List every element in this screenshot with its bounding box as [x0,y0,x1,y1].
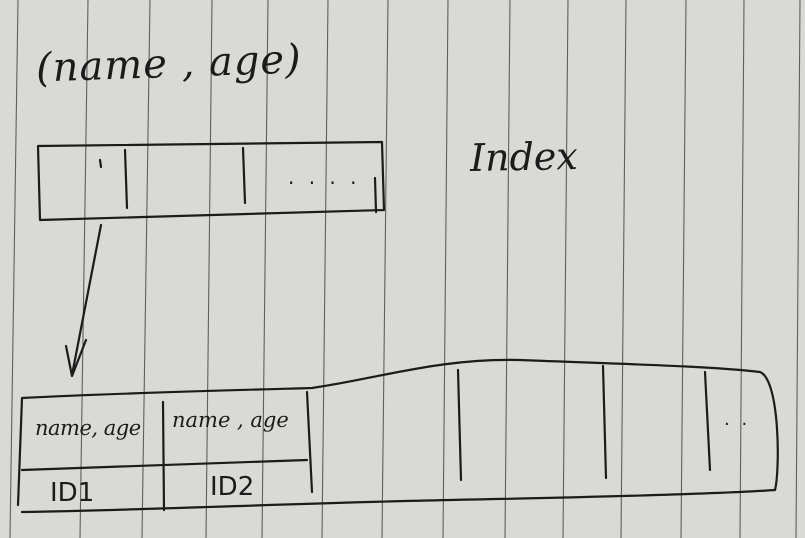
index-node-divider-2 [241,146,247,205]
paper-rule-line [205,0,213,538]
leaf-node-block [16,358,779,514]
paper-rule-line [321,0,329,538]
pointer-arrow [64,223,103,378]
paper-rule-line [442,0,449,538]
leaf-node-top-edge [20,358,779,492]
index-node-block [36,140,386,222]
paper-rule-line [79,0,89,538]
paper-rule-line [261,0,269,538]
index-node-outline [36,140,386,222]
paper-rule-line [141,0,151,538]
leaf-node-ellipsis: . . [724,409,750,430]
leaf-cell-1-key: name, age [35,416,141,440]
index-node-right-mark [373,176,378,214]
leaf-node-cell-divider [161,400,166,512]
leaf-cell-2-id: ID2 [210,472,255,502]
paper-rule-line [680,0,687,538]
leaf-node-divider-3 [456,368,463,482]
leaf-cell-1-id: ID1 [50,478,95,508]
leaf-node-left-edge [16,396,24,507]
index-node-divider-1 [123,148,129,210]
paper-rule-line [620,0,627,538]
index-node-ellipsis: . . . . [288,165,361,189]
paper-rule-line [9,0,19,538]
pointer-arrow-head [64,338,88,378]
paper-rule-line [381,0,389,538]
index-node-tick [98,158,103,169]
paper-rule-line [562,0,569,538]
leaf-node-divider-4 [601,364,608,480]
leaf-node-divider-5 [703,370,712,472]
pointer-arrow-shaft [70,223,103,377]
leaf-cell-2-key: name , age [172,408,289,432]
leaf-node-cell-divider-2 [305,390,314,494]
leaf-node-bottom-edge [20,488,777,514]
paper-rule-line [504,0,511,538]
paper-rule-line [795,0,801,538]
paper-rule-line [739,0,745,538]
diagram-title: (name , age) [35,36,303,92]
paper-rules [9,0,801,538]
index-label: Index [469,134,579,180]
